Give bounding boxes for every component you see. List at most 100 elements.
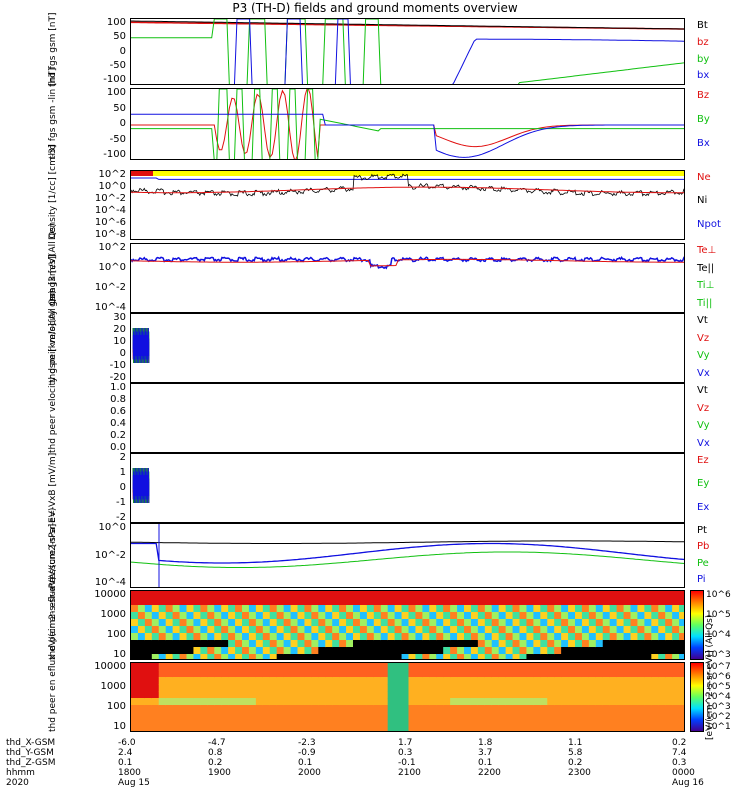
spec-cell xyxy=(318,591,326,599)
spec-cell xyxy=(235,591,243,599)
spec-cell xyxy=(533,670,541,678)
spec-cell xyxy=(311,612,319,620)
spec-cell xyxy=(242,712,250,720)
spec-cell xyxy=(131,712,139,720)
spec-cell xyxy=(262,633,271,641)
spec-cell xyxy=(165,647,174,655)
spec-cell xyxy=(450,591,458,599)
spec-cell xyxy=(540,626,548,634)
spec-cell xyxy=(436,726,444,731)
spec-cell xyxy=(401,633,409,641)
spec-cell xyxy=(255,719,264,727)
spec-cell xyxy=(512,647,520,655)
spec-cell xyxy=(616,647,625,655)
spec-cell xyxy=(533,691,541,699)
spec-cell xyxy=(422,712,430,720)
spec-cell xyxy=(262,670,271,678)
spec-cell xyxy=(158,677,167,685)
spec-cell xyxy=(498,591,507,599)
spec-cell xyxy=(207,605,215,613)
spec-cell xyxy=(415,591,423,599)
spec-cell xyxy=(394,654,403,659)
series-Npot xyxy=(131,177,684,180)
spec-cell xyxy=(373,619,382,627)
spec-cell xyxy=(630,619,638,627)
spec-cell xyxy=(422,598,430,606)
spec-cell xyxy=(131,726,139,731)
spec-cell xyxy=(131,684,139,692)
spec-cell xyxy=(339,591,347,599)
spec-cell xyxy=(491,626,500,634)
spec-cell xyxy=(672,705,680,713)
spec-cell xyxy=(505,670,514,678)
spec-cell xyxy=(443,719,451,727)
spec-cell xyxy=(325,654,333,659)
spec-cell xyxy=(415,726,423,731)
spec-cell xyxy=(165,677,174,685)
spec-cell xyxy=(422,605,430,613)
spec-cell xyxy=(477,647,486,655)
spec-cell xyxy=(276,726,285,731)
spec-cell xyxy=(158,691,167,699)
spec-cell xyxy=(595,633,604,641)
spec-cell xyxy=(297,598,305,606)
spec-cell xyxy=(151,719,160,727)
spec-cell xyxy=(158,698,167,706)
spec-cell xyxy=(450,677,458,685)
spec-cell xyxy=(436,605,444,613)
spec-cell xyxy=(394,605,403,613)
spec-cell xyxy=(165,633,174,641)
xval-z-3: -0.1 xyxy=(398,758,416,768)
spec-cell xyxy=(644,619,652,627)
spec-cell xyxy=(498,647,507,655)
spec-cell xyxy=(200,633,208,641)
spec-cell xyxy=(623,663,631,671)
xval-hhmm-5: 2300 xyxy=(568,768,591,778)
spec-cell xyxy=(575,640,583,648)
spec-cell xyxy=(255,691,264,699)
spec-cell xyxy=(623,677,631,685)
spec-cell xyxy=(658,691,666,699)
spec-cell xyxy=(443,598,451,606)
spec-cell xyxy=(658,684,666,692)
flag-red xyxy=(131,171,153,176)
spec-cell xyxy=(373,705,382,713)
spec-cell xyxy=(505,619,514,627)
spec-cell xyxy=(623,633,631,641)
cbar-tick-1-0: 10^7 xyxy=(706,662,731,672)
spec-cell xyxy=(484,626,493,634)
spec-cell xyxy=(637,591,645,599)
spec-cell xyxy=(665,626,673,634)
spec-cell xyxy=(366,619,375,627)
spec-cell xyxy=(339,605,347,613)
spec-cell xyxy=(158,663,167,671)
spec-cell xyxy=(373,691,382,699)
spec-cell xyxy=(623,647,631,655)
spec-cell xyxy=(519,712,527,720)
spec-cell xyxy=(415,719,423,727)
cbar-tick-1-4: 10^3 xyxy=(706,702,731,712)
spec-cell xyxy=(276,605,285,613)
spec-cell xyxy=(276,698,285,706)
spec-cell xyxy=(332,719,340,727)
spec-cell xyxy=(491,654,500,659)
spec-cell xyxy=(283,598,292,606)
spec-cell xyxy=(651,684,659,692)
spec-cell xyxy=(235,640,243,648)
spec-cell xyxy=(533,647,541,655)
spec-cell xyxy=(248,619,257,627)
spec-cell xyxy=(200,591,208,599)
spec-cell xyxy=(484,726,493,731)
spec-cell xyxy=(401,663,409,671)
spec-cell xyxy=(137,712,146,720)
spec-cell xyxy=(387,726,396,731)
spec-cell xyxy=(477,591,486,599)
spec-cell xyxy=(672,726,680,731)
spec-cell xyxy=(304,647,312,655)
spec-cell xyxy=(533,633,541,641)
spec-cell xyxy=(276,598,285,606)
ytick-1-0: 100 xyxy=(106,87,126,98)
spec-cell xyxy=(679,612,684,620)
spec-cell xyxy=(651,633,659,641)
spec-cell xyxy=(422,677,430,685)
